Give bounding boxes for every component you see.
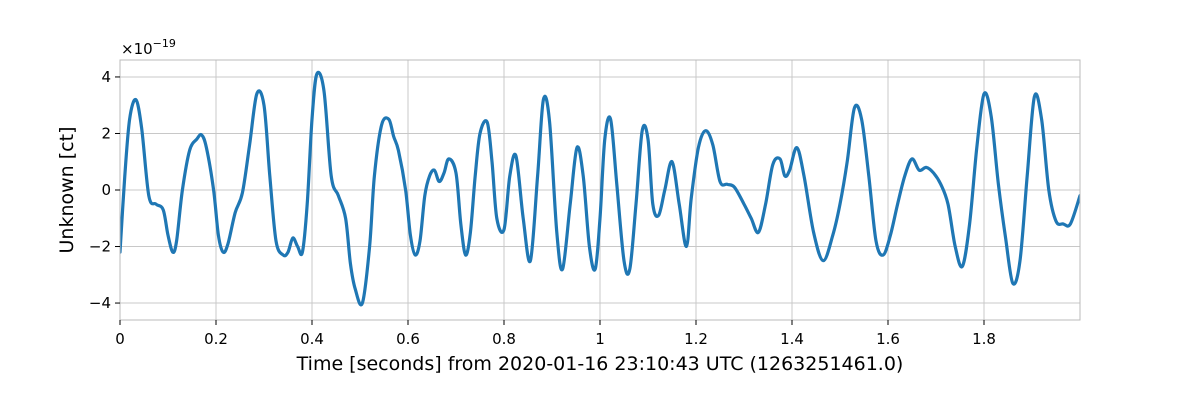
y-axis: −4 −2 0 2 4 (89, 68, 120, 312)
x-tick-label: 1.6 (876, 330, 900, 348)
series-layer (120, 70, 1080, 307)
x-tick-label: 0.8 (492, 330, 516, 348)
x-tick-label: 0 (115, 330, 125, 348)
y-axis-title: Unknown [ct] (56, 127, 78, 254)
x-axis-title: Time [seconds] from 2020-01-16 23:10:43 … (296, 353, 904, 375)
x-tick-label: 0.6 (396, 330, 420, 348)
x-tick-label: 0.2 (204, 330, 228, 348)
x-tick-label: 0.4 (300, 330, 324, 348)
x-tick-label: 1.8 (972, 330, 996, 348)
y-tick-label: 2 (101, 124, 111, 142)
y-tick-label: −2 (89, 238, 111, 256)
x-tick-label: 1.4 (780, 330, 804, 348)
series-line (120, 70, 1080, 307)
x-tick-label: 1 (595, 330, 605, 348)
y-tick-label: 0 (101, 181, 111, 199)
x-tick-label: 1.2 (684, 330, 708, 348)
y-offset-text: ×10−19 (121, 37, 176, 58)
y-offset-base: ×10 (121, 40, 153, 58)
y-tick-label: 4 (101, 68, 111, 86)
x-axis: 0 0.2 0.4 0.6 0.8 1 1.2 1.4 1.6 1.8 (115, 320, 996, 348)
y-tick-label: −4 (89, 294, 111, 312)
y-offset-exponent: −19 (153, 37, 176, 50)
